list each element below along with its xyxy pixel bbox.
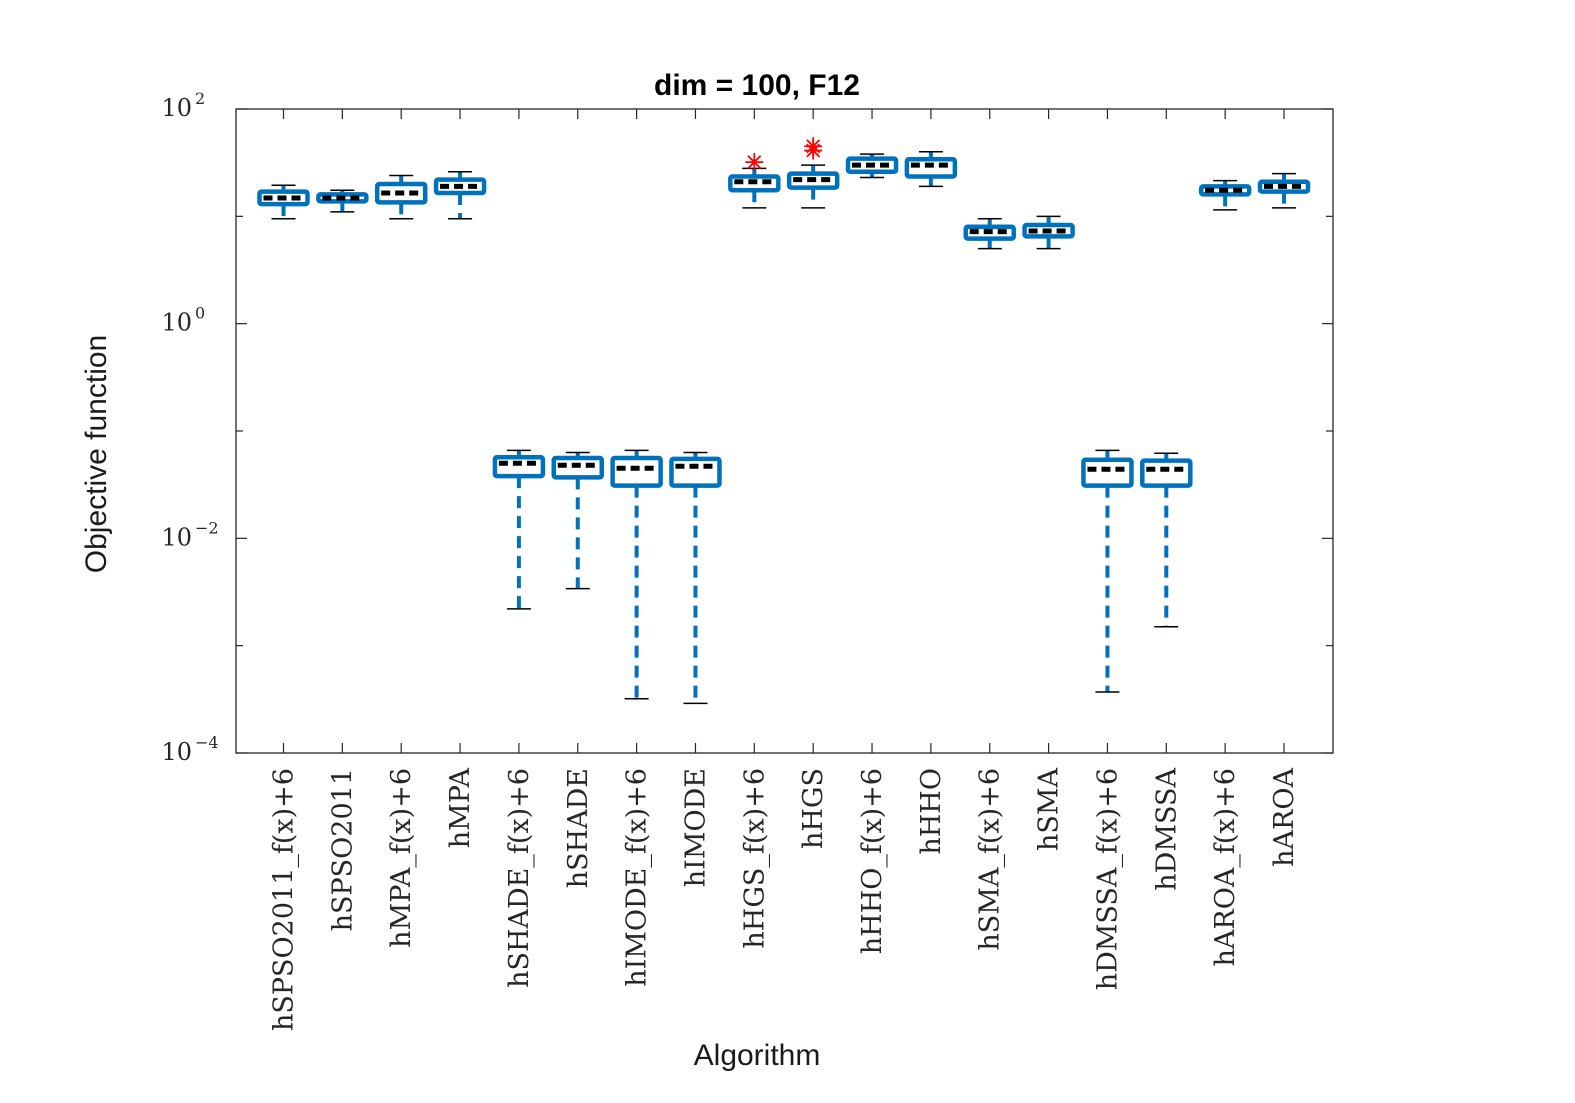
box-group (1081, 109, 1134, 753)
x-tick-label: hSHADE (563, 768, 594, 888)
box-group (786, 109, 840, 753)
x-tick-label: hSHADE_f(x)+6 (504, 768, 535, 988)
box-group (1022, 109, 1075, 753)
y-tick-label: 10 (161, 523, 192, 551)
box-group (374, 109, 428, 753)
x-tick-label: hIMODE (680, 768, 711, 887)
y-tick-label: 10 (161, 94, 192, 122)
y-tick-exponent: 2 (195, 89, 205, 108)
x-tick-label: hMPA_f(x)+6 (386, 768, 417, 948)
x-tick-label: hHHO (916, 768, 947, 855)
box-group (1257, 109, 1311, 753)
x-tick-label: hHGS (798, 768, 829, 849)
y-tick-label: 10 (161, 738, 192, 766)
x-tick-label: hSMA_f(x)+6 (975, 768, 1006, 951)
x-tick-label: hMPA (445, 768, 476, 849)
iqr-box (904, 157, 958, 179)
iqr-box (669, 456, 722, 488)
box-group (433, 109, 487, 753)
x-tick-label: hIMODE_f(x)+6 (622, 768, 653, 987)
box-group (904, 109, 958, 753)
iqr-box (492, 454, 546, 479)
box-group (963, 109, 1016, 753)
box-group (1140, 109, 1193, 753)
box-group (1198, 109, 1252, 753)
box-group (492, 109, 546, 753)
y-tick-exponent: 0 (195, 304, 205, 323)
iqr-box (1081, 457, 1134, 488)
x-axis-label: Algorithm (694, 1039, 821, 1072)
x-tick-label: hAROA_f(x)+6 (1210, 768, 1241, 966)
y-tick-exponent: −2 (195, 518, 219, 537)
x-tick-label: hHGS_f(x)+6 (739, 768, 770, 949)
box-group (845, 109, 899, 753)
x-tick-label: hSPSO2011 (327, 768, 358, 931)
outlier-marker (745, 153, 764, 172)
iqr-box (610, 455, 663, 488)
box-group (551, 109, 605, 753)
x-tick-label: hSMA (1034, 767, 1065, 851)
box-group (728, 109, 781, 753)
x-tick-label: hSPSO2011_f(x)+6 (269, 768, 300, 1031)
box-group (316, 109, 369, 753)
x-tick-label: hDMSSA (1151, 768, 1182, 891)
iqr-box (1140, 458, 1193, 488)
box-group (257, 109, 310, 753)
x-tick-label: hDMSSA_f(x)+6 (1092, 768, 1123, 990)
x-tick-label: hAROA (1269, 768, 1300, 867)
y-axis-label: Objective function (80, 335, 113, 573)
box-group (610, 109, 663, 753)
y-tick-label: 10 (161, 309, 192, 337)
chart-title: dim = 100, F12 (654, 69, 860, 102)
x-tick-label: hHHO_f(x)+6 (857, 768, 888, 954)
box-group (669, 109, 722, 753)
outlier-marker (804, 137, 823, 156)
y-tick-exponent: −4 (195, 733, 219, 752)
